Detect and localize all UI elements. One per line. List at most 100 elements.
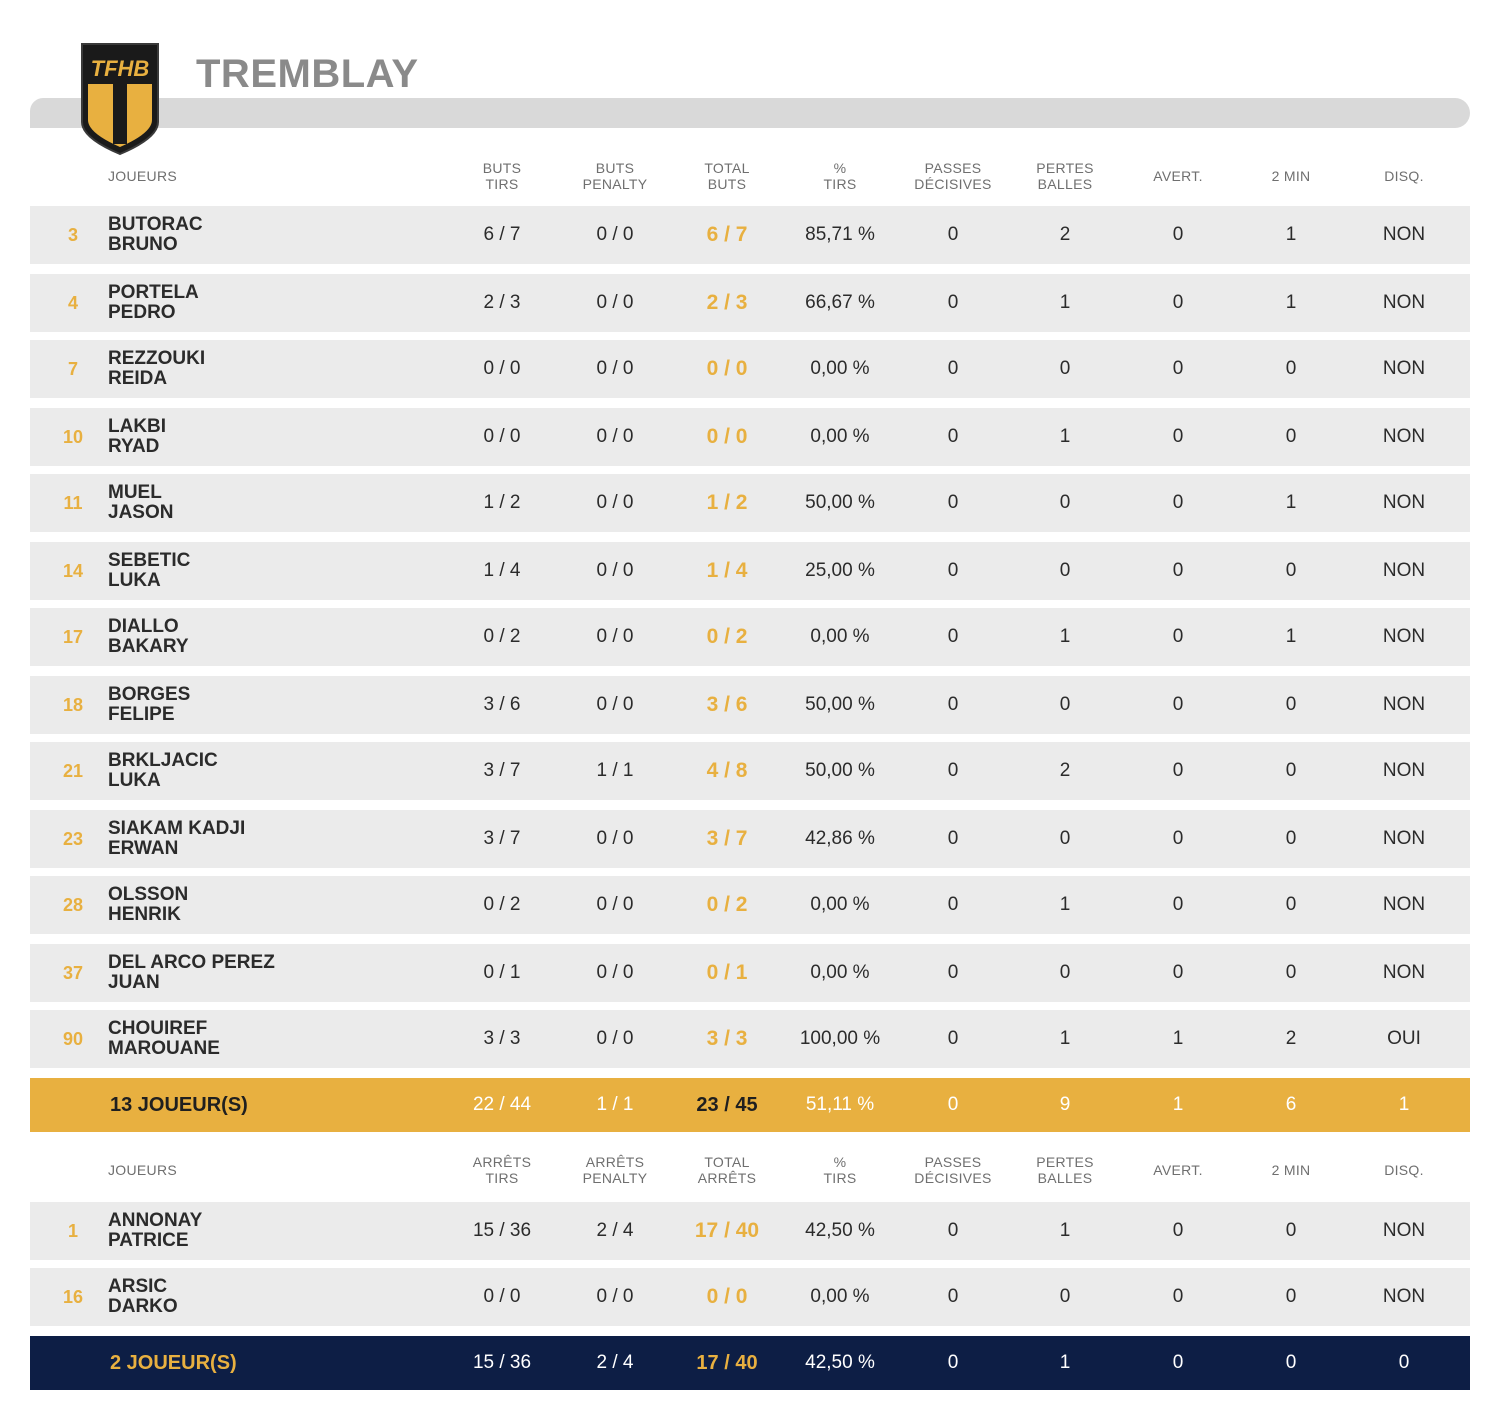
player-name: ARSIC DARKO bbox=[108, 1268, 448, 1326]
stat-disq: NON bbox=[1382, 1286, 1426, 1307]
player-first-name: REIDA bbox=[108, 368, 168, 389]
stat-turnovers: 0 bbox=[1059, 694, 1071, 715]
player-number: 1 bbox=[67, 1220, 78, 1241]
stat-disq: NON bbox=[1382, 426, 1426, 447]
header-c7: AVERT. bbox=[1153, 168, 1203, 184]
player-number: 90 bbox=[62, 1028, 84, 1049]
summary-total: 23 / 45 bbox=[696, 1093, 758, 1116]
player-last-name: OLSSON bbox=[108, 884, 189, 905]
stat-assists: 0 bbox=[947, 224, 959, 245]
stat-pct: 0,00 % bbox=[810, 1286, 870, 1307]
stat-shots: 0 / 0 bbox=[483, 1286, 521, 1307]
header-line: PENALTY bbox=[582, 176, 648, 192]
stat-disq: NON bbox=[1382, 828, 1426, 849]
stat-shots: 0 / 1 bbox=[483, 962, 521, 983]
stat-warn: 0 bbox=[1172, 358, 1184, 379]
player-first-name: DARKO bbox=[108, 1296, 178, 1317]
stat-pct: 0,00 % bbox=[810, 358, 870, 379]
summary-turnovers: 9 bbox=[1059, 1094, 1071, 1115]
header-c9: DISQ. bbox=[1384, 1162, 1424, 1178]
stat-warn: 1 bbox=[1172, 1028, 1184, 1049]
stat-twomin: 0 bbox=[1285, 894, 1297, 915]
stat-assists: 0 bbox=[947, 894, 959, 915]
header-c6: PERTES BALLES bbox=[1005, 152, 1125, 200]
summary-penalty: 2 / 4 bbox=[596, 1352, 634, 1373]
table-row: 11 MUEL JASON 1 / 2 0 / 0 1 / 2 50,00 % 0 0 0 1 NON bbox=[30, 474, 1470, 532]
stat-penalty: 1 / 1 bbox=[596, 760, 634, 781]
stat-shots: 15 / 36 bbox=[472, 1220, 532, 1241]
header-line: DÉCISIVES bbox=[914, 176, 992, 192]
header-line: TIRS bbox=[485, 176, 519, 192]
player-last-name: BUTORAC bbox=[108, 214, 203, 235]
stat-twomin: 1 bbox=[1285, 492, 1297, 513]
stat-assists: 0 bbox=[947, 358, 959, 379]
summary-warn: 0 bbox=[1172, 1352, 1184, 1373]
stat-pct: 50,00 % bbox=[805, 694, 875, 715]
header-line: ARRÊTS bbox=[472, 1154, 532, 1170]
stat-penalty: 0 / 0 bbox=[596, 962, 634, 983]
player-number: 17 bbox=[62, 626, 84, 647]
header-c1: ARRÊTS TIRS bbox=[442, 1146, 562, 1194]
player-name: OLSSON HENRIK bbox=[108, 876, 448, 934]
stat-pct: 100,00 % bbox=[799, 1028, 881, 1049]
header-c6: PERTES BALLES bbox=[1005, 1146, 1125, 1194]
stat-turnovers: 0 bbox=[1059, 962, 1071, 983]
player-number: 16 bbox=[62, 1286, 84, 1307]
table-row: 21 BRKLJACIC LUKA 3 / 7 1 / 1 4 / 8 50,00 % 0 2 0… bbox=[30, 742, 1470, 800]
stat-turnovers: 1 bbox=[1059, 1028, 1071, 1049]
table-header: JOUEURS BUTS TIRS BUTS PENALTY TOTAL BUTS% TIRS… bbox=[30, 152, 1470, 200]
stat-turnovers: 2 bbox=[1059, 224, 1071, 245]
stat-pct: 0,00 % bbox=[810, 626, 870, 647]
player-first-name: JUAN bbox=[108, 972, 160, 993]
stat-disq: NON bbox=[1382, 694, 1426, 715]
header-c3: TOTAL BUTS bbox=[667, 152, 787, 200]
player-first-name: RYAD bbox=[108, 436, 160, 457]
stat-disq: NON bbox=[1382, 292, 1426, 313]
stat-pct: 25,00 % bbox=[805, 560, 875, 581]
stat-penalty: 2 / 4 bbox=[596, 1220, 634, 1241]
player-name: REZZOUKI REIDA bbox=[108, 340, 448, 398]
stat-assists: 0 bbox=[947, 560, 959, 581]
player-number: 3 bbox=[67, 224, 78, 245]
header-line: BALLES bbox=[1037, 176, 1093, 192]
stat-warn: 0 bbox=[1172, 492, 1184, 513]
header-players: JOUEURS bbox=[108, 1162, 177, 1178]
player-first-name: BAKARY bbox=[108, 636, 189, 657]
stat-penalty: 0 / 0 bbox=[596, 560, 634, 581]
stat-twomin: 0 bbox=[1285, 828, 1297, 849]
header-line: TIRS bbox=[823, 1170, 857, 1186]
stat-shots: 3 / 6 bbox=[483, 694, 521, 715]
player-number: 4 bbox=[67, 292, 78, 313]
summary-shots: 15 / 36 bbox=[472, 1352, 532, 1373]
table-row: 37 DEL ARCO PEREZ JUAN 0 / 1 0 / 0 0 / 1 0,00 … bbox=[30, 944, 1470, 1002]
header-c9: DISQ. bbox=[1384, 168, 1424, 184]
stat-warn: 0 bbox=[1172, 626, 1184, 647]
stat-twomin: 0 bbox=[1285, 1220, 1297, 1241]
stat-twomin: 1 bbox=[1285, 626, 1297, 647]
stat-warn: 0 bbox=[1172, 894, 1184, 915]
stat-twomin: 1 bbox=[1285, 292, 1297, 313]
player-last-name: BRKLJACIC bbox=[108, 750, 218, 771]
summary-total: 17 / 40 bbox=[696, 1351, 758, 1374]
header-bar bbox=[30, 98, 1470, 128]
stat-turnovers: 0 bbox=[1059, 492, 1071, 513]
player-first-name: FELIPE bbox=[108, 704, 175, 725]
stat-assists: 0 bbox=[947, 760, 959, 781]
header-line: PERTES bbox=[1036, 160, 1094, 176]
team-header: TFHB TREMBLAY bbox=[0, 0, 1492, 156]
player-last-name: SEBETIC bbox=[108, 550, 191, 571]
player-first-name: PATRICE bbox=[108, 1230, 189, 1251]
header-c2: ARRÊTS PENALTY bbox=[555, 1146, 675, 1194]
summary-label: 13 JOUEUR(S) bbox=[110, 1093, 248, 1116]
header-line: TIRS bbox=[485, 1170, 519, 1186]
header-c5: PASSES DÉCISIVES bbox=[893, 1146, 1013, 1194]
stat-twomin: 0 bbox=[1285, 358, 1297, 379]
player-last-name: LAKBI bbox=[108, 416, 167, 437]
header-line: ARRÊTS bbox=[697, 1170, 757, 1186]
stat-assists: 0 bbox=[947, 426, 959, 447]
stat-shots: 3 / 7 bbox=[483, 828, 521, 849]
stat-shots: 2 / 3 bbox=[483, 292, 521, 313]
header-c8: 2 MIN bbox=[1271, 1162, 1311, 1178]
table-row: 16 ARSIC DARKO 0 / 0 0 / 0 0 / 0 0,00 % 0 0 0 0 NON bbox=[30, 1268, 1470, 1326]
